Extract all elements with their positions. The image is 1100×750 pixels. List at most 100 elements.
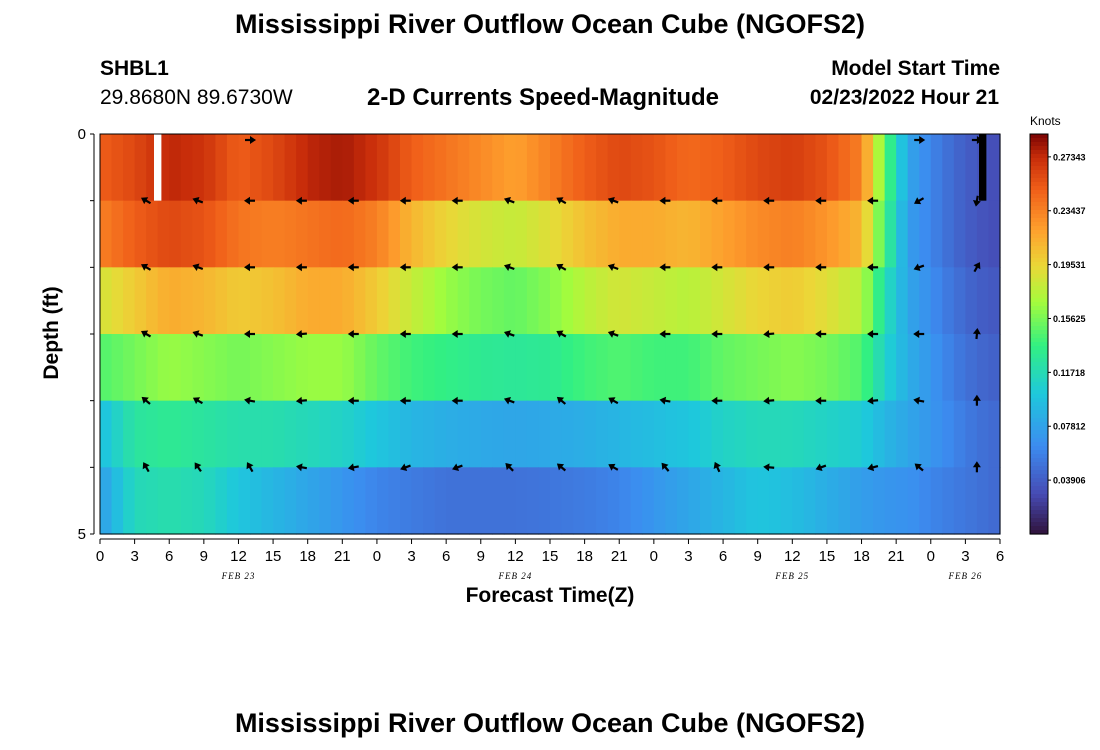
current-arrow (503, 263, 515, 272)
colorbar-segment (1030, 522, 1048, 527)
x-tick-label: 0 (927, 548, 935, 565)
heatmap-cell (446, 200, 459, 268)
current-arrow (713, 461, 721, 473)
colorbar-segment (1030, 490, 1048, 495)
colorbar-segment (1030, 370, 1048, 375)
heatmap-cell (803, 467, 816, 535)
current-arrow (556, 330, 567, 338)
x-tick-label: 15 (819, 548, 836, 565)
heatmap-cell (930, 334, 943, 402)
heatmap-cell (700, 200, 713, 268)
current-arrow (452, 463, 463, 472)
heatmap-cell (353, 134, 366, 202)
heatmap-cell (342, 200, 355, 268)
heatmap-cell (284, 467, 297, 535)
heatmap-cell (307, 400, 320, 468)
station-coordinates: 29.8680N 89.6730W (100, 86, 293, 109)
model-start-label: Model Start Time (831, 57, 1000, 80)
x-tick-label: 6 (996, 548, 1004, 565)
heatmap-cell (134, 400, 147, 468)
x-tick-label: 6 (719, 548, 727, 565)
heatmap-cell (953, 134, 966, 202)
colorbar-segment (1030, 174, 1048, 179)
heatmap-cell (942, 334, 955, 402)
heatmap-cell (330, 134, 343, 202)
heatmap-cell (411, 334, 424, 402)
current-speed-heatmap: 050 3 6 9 12 15 18 21 0 3 6 9 12 15 18 21 0 3 6 9 12 15 18 21 0 3… (78, 126, 1086, 581)
heatmap-cell (850, 134, 863, 202)
heatmap-cell (423, 134, 436, 202)
colorbar-segment (1030, 202, 1048, 207)
current-arrow (972, 394, 981, 406)
colorbar-segment (1030, 262, 1048, 267)
heatmap-cell (250, 134, 263, 202)
heatmap-cell (803, 400, 816, 468)
heatmap-cell (838, 200, 851, 268)
current-arrow (659, 396, 671, 405)
colorbar-segment (1030, 154, 1048, 159)
heatmap-cell (942, 134, 955, 202)
heatmap-cell (353, 400, 366, 468)
current-arrow (763, 330, 775, 338)
heatmap-cell (307, 267, 320, 335)
heatmap-cell (238, 267, 251, 335)
plot-frame (99, 133, 1001, 535)
current-arrow (971, 136, 983, 144)
heatmap-cell (492, 467, 505, 535)
colorbar-segment (1030, 210, 1048, 215)
heatmap-cell (873, 200, 886, 268)
heatmap-cell (319, 334, 332, 402)
colorbar-segment (1030, 358, 1048, 363)
heatmap-cell (919, 467, 932, 535)
current-arrow (295, 196, 307, 205)
heatmap-cell (711, 400, 724, 468)
current-arrow (867, 396, 879, 405)
colorbar-segment (1030, 418, 1048, 423)
heatmap-cell (826, 467, 840, 535)
current-arrow (245, 136, 256, 144)
current-arrow (607, 263, 619, 272)
colorbar-segment (1030, 374, 1048, 379)
heatmap-cell (861, 134, 874, 202)
colorbar-segment (1030, 410, 1048, 415)
heatmap-cell (526, 467, 540, 535)
x-tick-label: 18 (576, 548, 593, 565)
current-arrow (711, 396, 723, 405)
heatmap-cell (446, 267, 459, 335)
heatmap-cell (319, 200, 332, 268)
heatmap-cell (953, 267, 966, 335)
current-arrow (400, 463, 411, 472)
current-arrow (295, 463, 308, 472)
heatmap-cell (492, 134, 505, 202)
current-arrow (141, 330, 152, 338)
colorbar-segment (1030, 198, 1048, 203)
current-arrow (451, 330, 463, 338)
heatmap-cell (734, 467, 747, 535)
heatmap-cell (873, 334, 886, 402)
heatmap-cell (192, 334, 205, 402)
heatmap-cell (180, 400, 193, 468)
current-arrow (661, 462, 670, 472)
current-arrow (608, 397, 619, 405)
heatmap-cell (619, 400, 632, 468)
current-arrow (815, 463, 827, 472)
heatmap-cell (376, 334, 390, 402)
colorbar-segment (1030, 178, 1048, 183)
heatmap-cell (353, 334, 366, 402)
colorbar-segment (1030, 254, 1048, 259)
heatmap-cell (273, 134, 286, 202)
current-arrow (972, 461, 981, 473)
heatmap-cell (261, 134, 274, 202)
heatmap-cell (850, 334, 863, 402)
heatmap-cell (480, 134, 493, 202)
heatmap-cell (319, 467, 332, 535)
heatmap-cell (388, 200, 401, 268)
heatmap-cell (203, 200, 216, 268)
colorbar-segment (1030, 482, 1048, 487)
heatmap-cell (619, 334, 632, 402)
current-arrow (399, 396, 411, 405)
colorbar-segment (1030, 306, 1048, 311)
current-arrow (503, 330, 515, 338)
heatmap-cell (100, 334, 113, 402)
heatmap-cell (838, 134, 851, 202)
